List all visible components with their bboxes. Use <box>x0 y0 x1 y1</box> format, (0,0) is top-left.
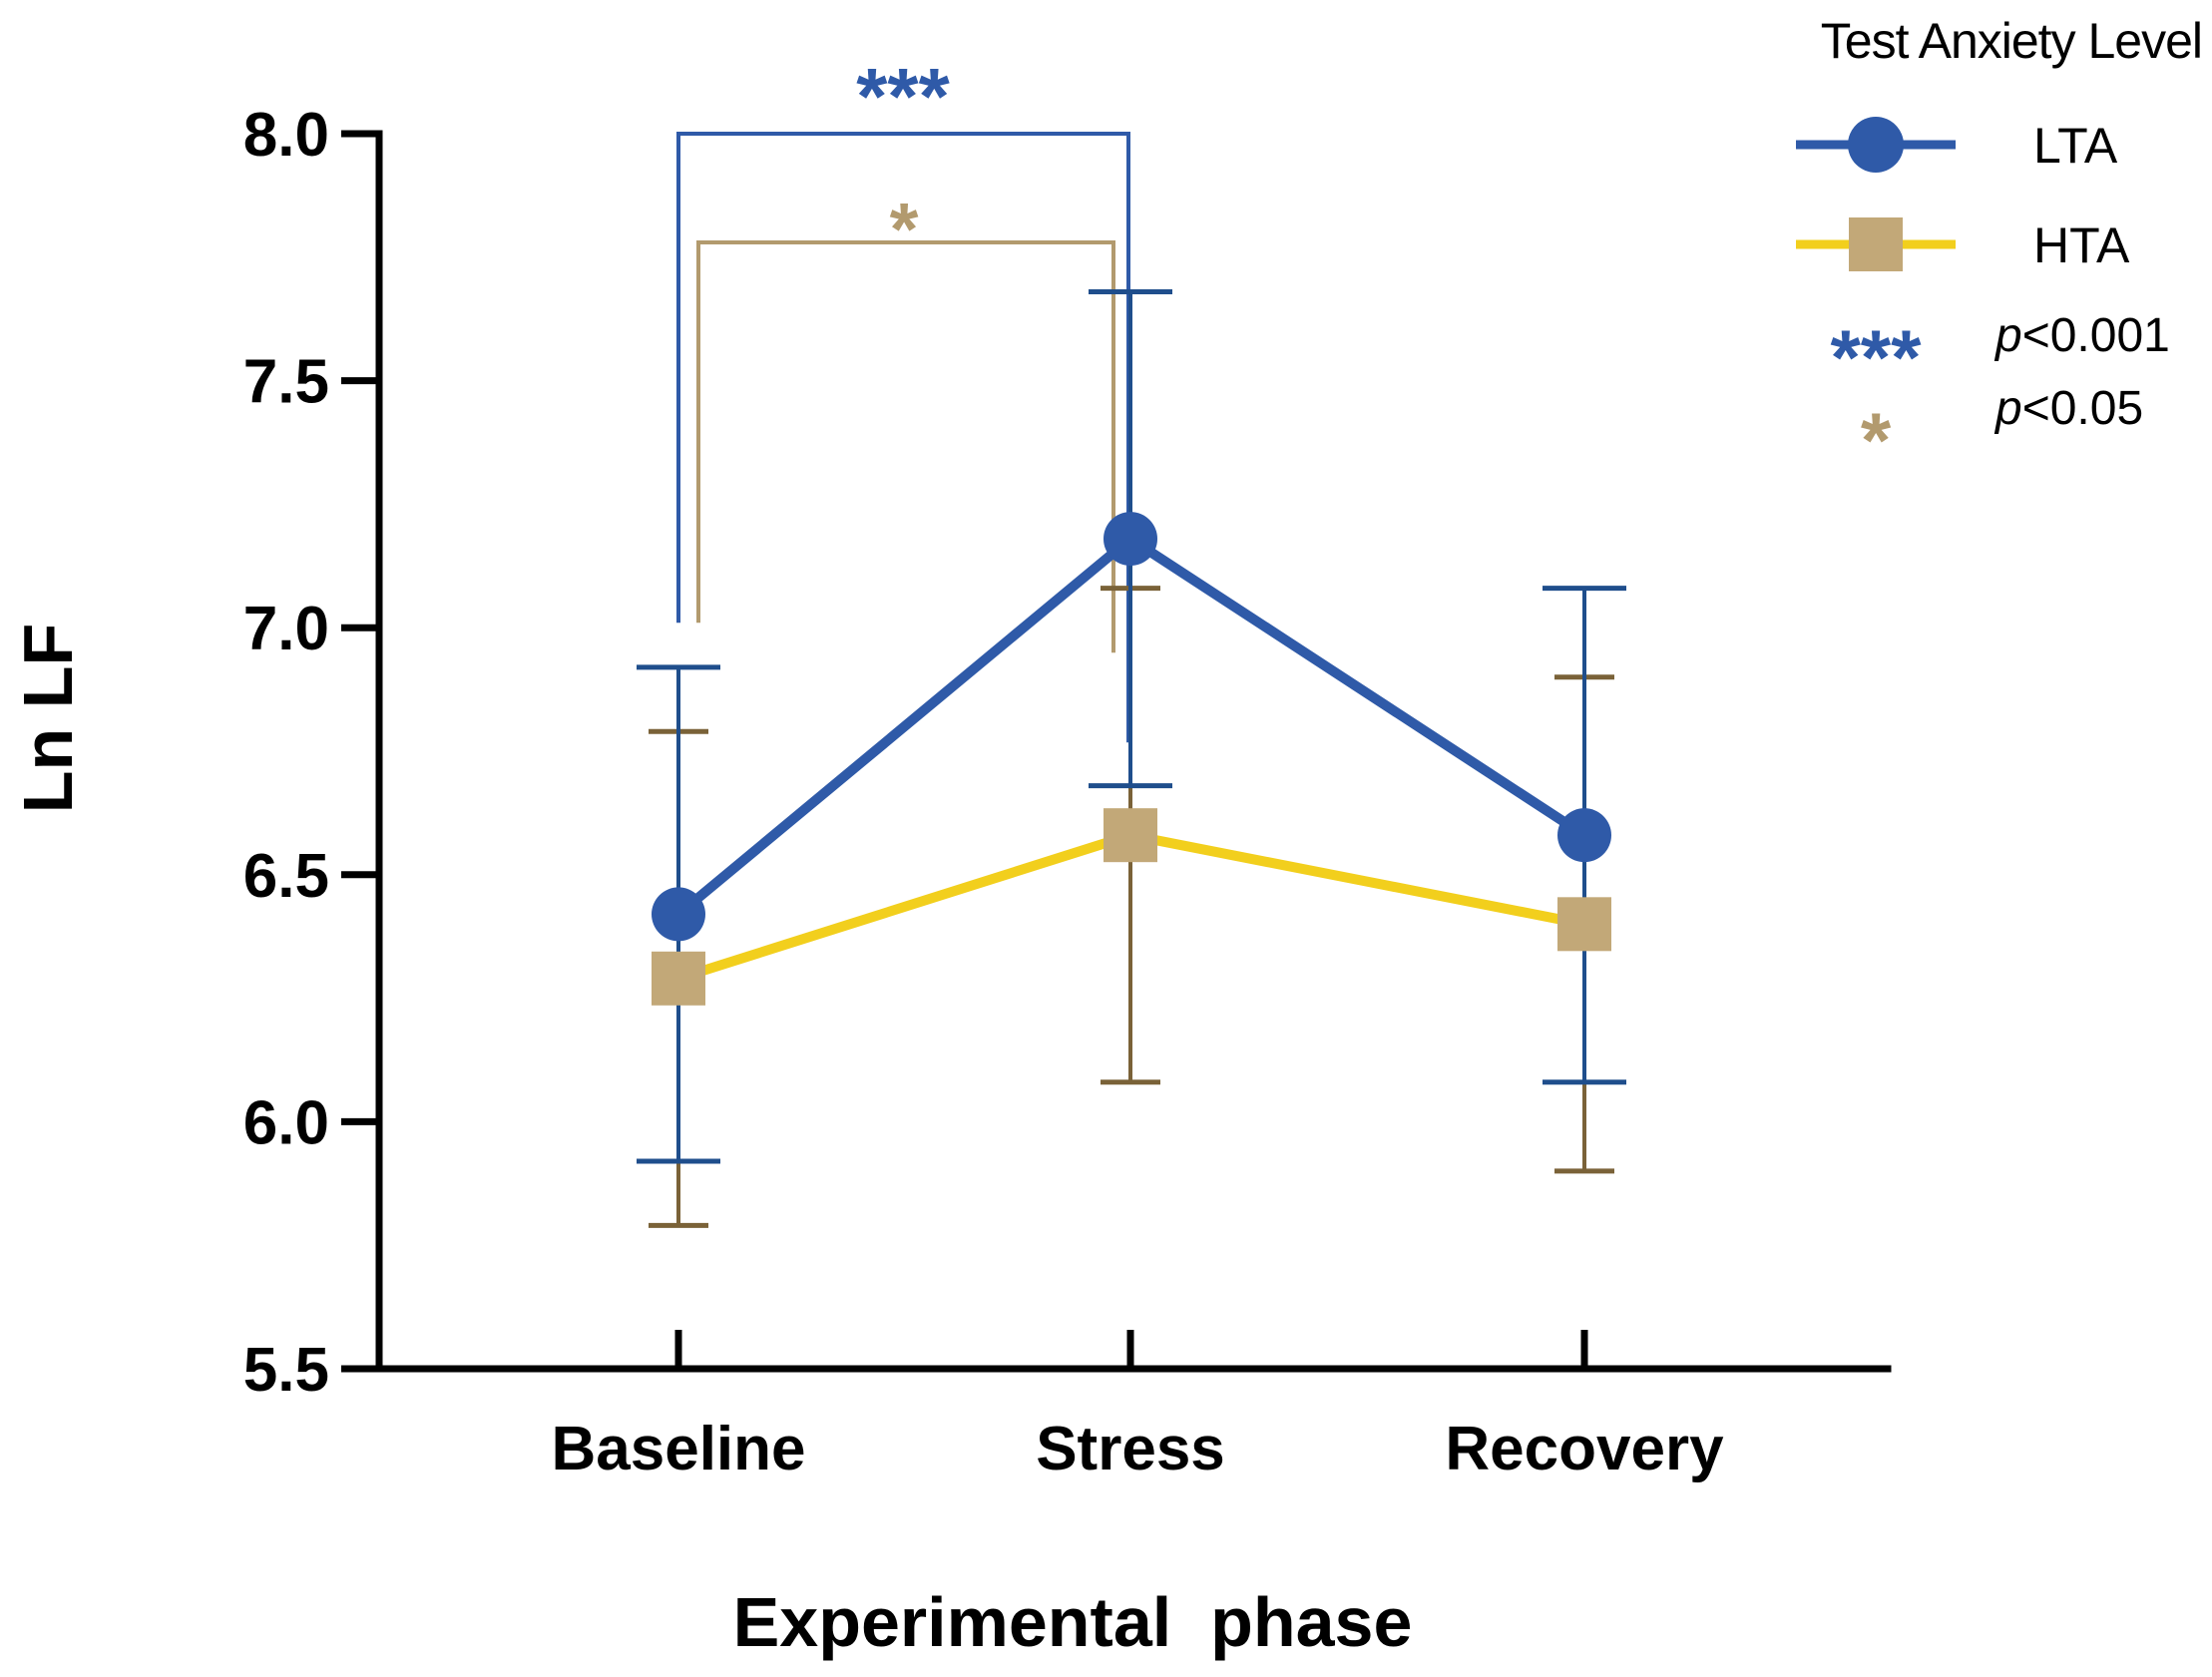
legend-hta-label: HTA <box>2033 217 2130 273</box>
legend-sig-001: *** p<0.001 <box>1830 309 2169 401</box>
y-tick-label-8: 8.0 <box>243 101 329 170</box>
axes <box>375 130 1892 1373</box>
series-markers <box>652 512 1611 1006</box>
marker-lta-stress <box>1104 512 1157 567</box>
marker-hta-stress <box>1104 808 1157 863</box>
sig-star-hta: * <box>890 188 919 270</box>
y-tick-label-6.5: 6.5 <box>243 842 329 911</box>
x-ticks: Baseline Stress Recovery <box>551 1330 1724 1483</box>
legend-sig-05-value: <0.05 <box>2022 382 2143 435</box>
y-axis-title: Ln LF <box>9 624 87 813</box>
y-tick-label-7: 7.0 <box>243 595 329 663</box>
marker-lta-baseline <box>652 887 705 942</box>
x-axis-title: Experimental phase <box>733 1583 1413 1661</box>
legend-sig-05-p: p <box>1993 382 2022 435</box>
legend-entry-lta: LTA <box>1796 117 2118 174</box>
marker-hta-recovery <box>1557 897 1611 952</box>
legend-sig-05: * p<0.05 <box>1861 382 2143 484</box>
legend-lta-label: LTA <box>2033 118 2118 174</box>
legend-sig-05-symbol: * <box>1861 396 1892 484</box>
legend-sig-001-text: p<0.001 <box>1993 309 2170 362</box>
marker-lta-recovery <box>1557 808 1611 863</box>
significance-brackets: **** <box>676 52 1130 743</box>
legend-sig-001-p: p <box>1993 309 2022 362</box>
legend-sig-05-text: p<0.05 <box>1993 382 2143 435</box>
y-tick-label-5.5: 5.5 <box>243 1336 329 1405</box>
legend-hta-marker <box>1849 217 1903 271</box>
x-tick-label-stress: Stress <box>1036 1415 1225 1483</box>
x-tick-label-recovery: Recovery <box>1445 1415 1724 1483</box>
legend-lta-marker <box>1848 117 1904 173</box>
error-bars <box>637 288 1626 1228</box>
marker-hta-baseline <box>652 951 705 1006</box>
sig-bracket-hta <box>696 239 1115 653</box>
y-tick-label-6: 6.0 <box>243 1088 329 1157</box>
x-tick-label-baseline: Baseline <box>551 1415 805 1483</box>
y-ticks: 5.5 6.0 6.5 7.0 7.5 8.0 <box>243 101 379 1405</box>
legend-sig-001-value: <0.001 <box>2022 309 2170 362</box>
legend-entry-hta: HTA <box>1796 217 2130 273</box>
sig-star-lta: *** <box>856 52 950 141</box>
y-tick-label-7.5: 7.5 <box>243 348 329 417</box>
legend-sig-001-symbol: *** <box>1830 313 1922 401</box>
legend: Test Anxiety Level LTA HTA *** p<0.001 *… <box>1796 13 2203 484</box>
legend-title: Test Anxiety Level <box>1821 13 2202 69</box>
